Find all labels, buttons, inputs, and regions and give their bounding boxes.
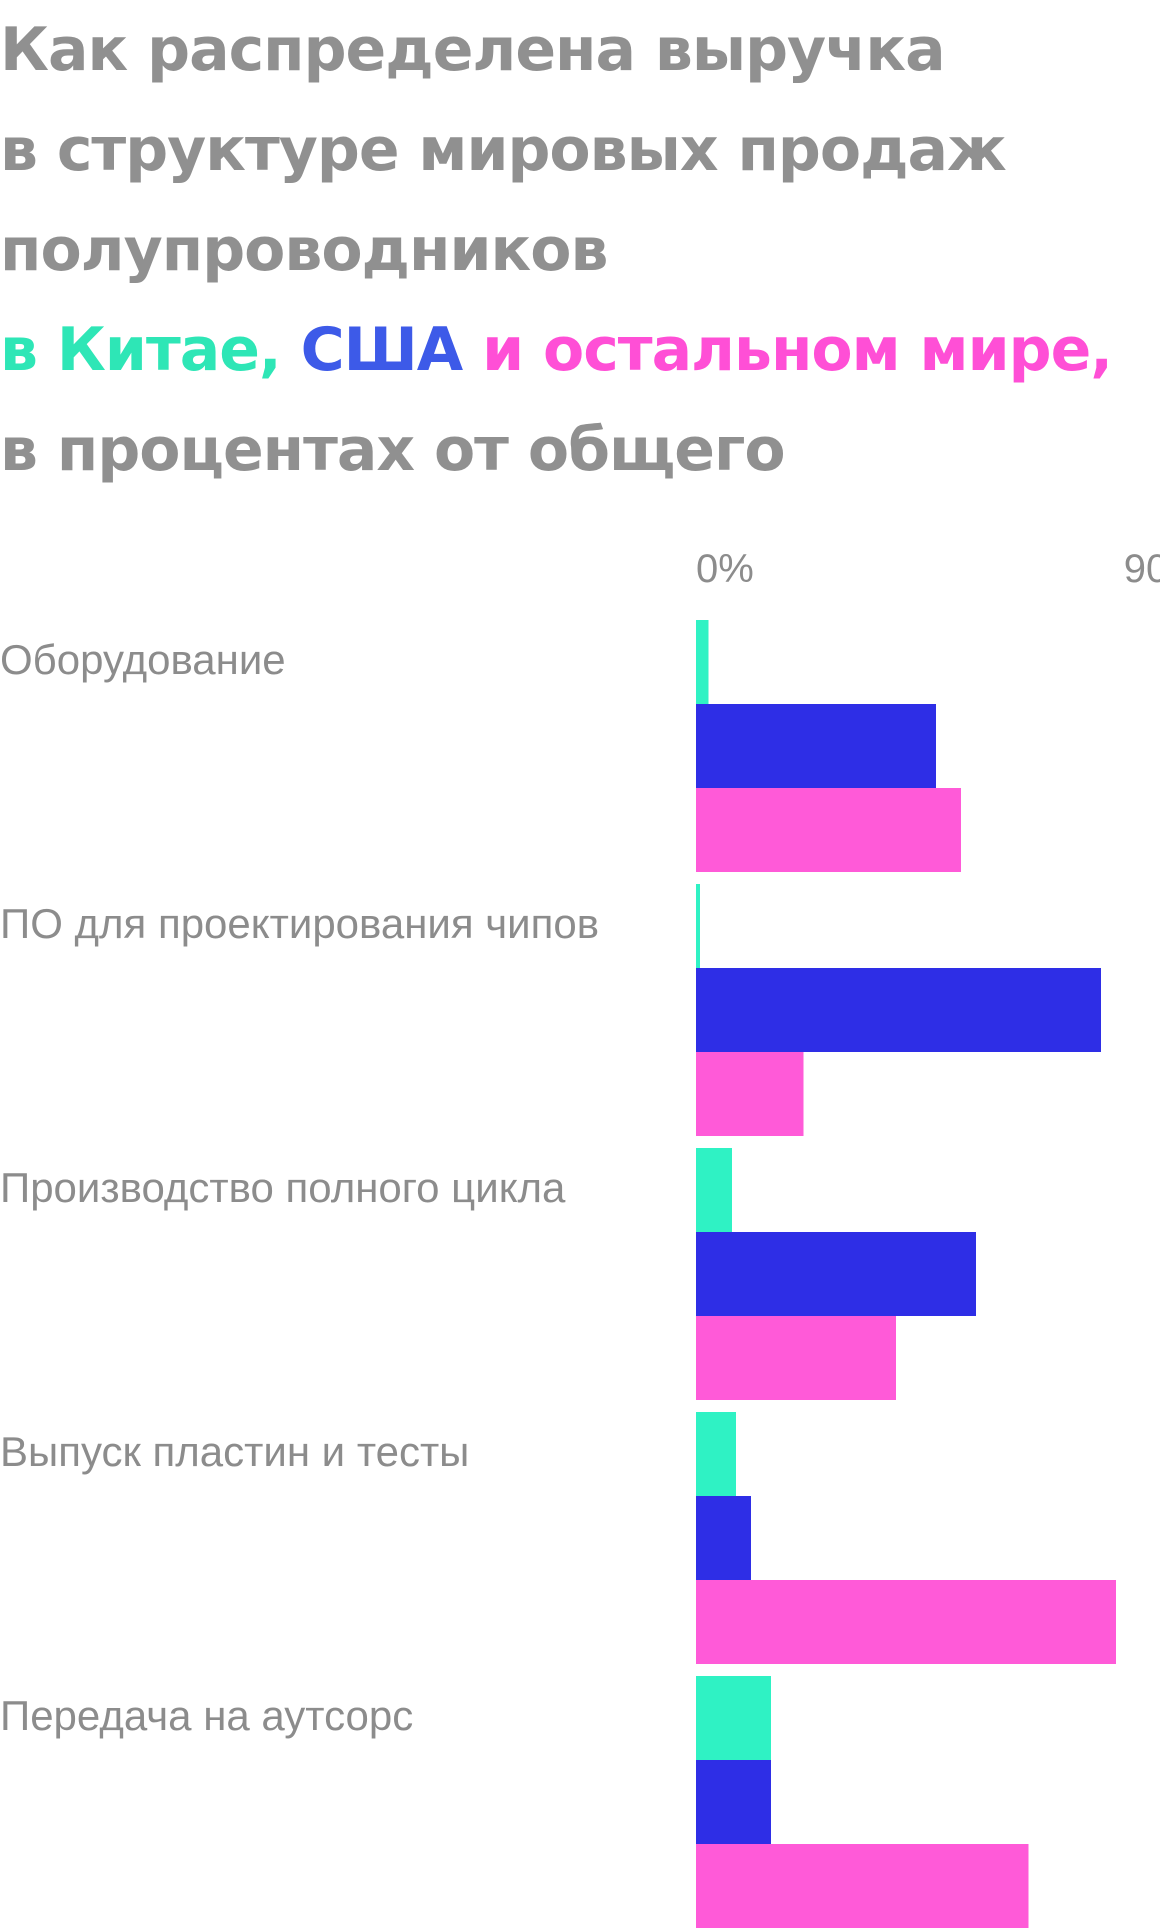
- bar-usa: [696, 1760, 771, 1844]
- bar-china: [696, 1148, 732, 1232]
- bar-china: [696, 1412, 736, 1496]
- category-label: Выпуск пластин и тесты: [0, 1428, 469, 1475]
- title-line-3: полупроводников: [0, 215, 608, 285]
- title-legend-line: в Китае, США и остальном мире,: [0, 320, 1113, 380]
- title-line-1: Как распределена выручка: [0, 15, 946, 85]
- category-label: Передача на аутсорс: [0, 1692, 413, 1739]
- category-label: ПО для проектирования чипов: [0, 900, 599, 947]
- bar-usa: [696, 968, 1101, 1052]
- bar-usa: [696, 1232, 976, 1316]
- category-label: Оборудование: [0, 636, 286, 683]
- bar-rest: [696, 1580, 1116, 1664]
- x-tick-label-0: 0%: [696, 547, 754, 591]
- bar-rest: [696, 1844, 1029, 1928]
- title-line-2: в структуре мировых продаж: [0, 115, 1007, 185]
- x-tick-label-1: 90: [1124, 547, 1160, 591]
- title-line-5: в процентах от общего: [0, 415, 786, 485]
- bar-rest: [696, 1052, 804, 1136]
- bar-rest: [696, 1316, 896, 1400]
- legend-rest: и остальном мире,: [482, 315, 1113, 385]
- category-label: Производство полного цикла: [0, 1164, 566, 1211]
- bar-china: [696, 884, 700, 968]
- legend-usa: США: [300, 315, 464, 385]
- bar-china: [696, 620, 709, 704]
- legend-china: в Китае,: [0, 315, 282, 385]
- bar-usa: [696, 1496, 751, 1580]
- bar-usa: [696, 704, 936, 788]
- bar-rest: [696, 788, 961, 872]
- bar-china: [696, 1676, 771, 1760]
